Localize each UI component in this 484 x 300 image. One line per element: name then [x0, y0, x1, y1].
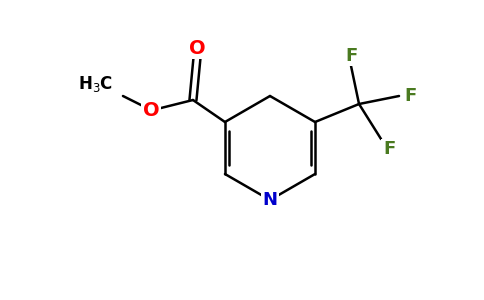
Text: H$_3$C: H$_3$C [78, 74, 113, 94]
Text: N: N [262, 191, 277, 209]
Text: F: F [383, 140, 395, 158]
Text: F: F [345, 47, 357, 65]
Text: O: O [143, 100, 159, 119]
Text: F: F [404, 87, 416, 105]
Text: O: O [189, 38, 205, 58]
